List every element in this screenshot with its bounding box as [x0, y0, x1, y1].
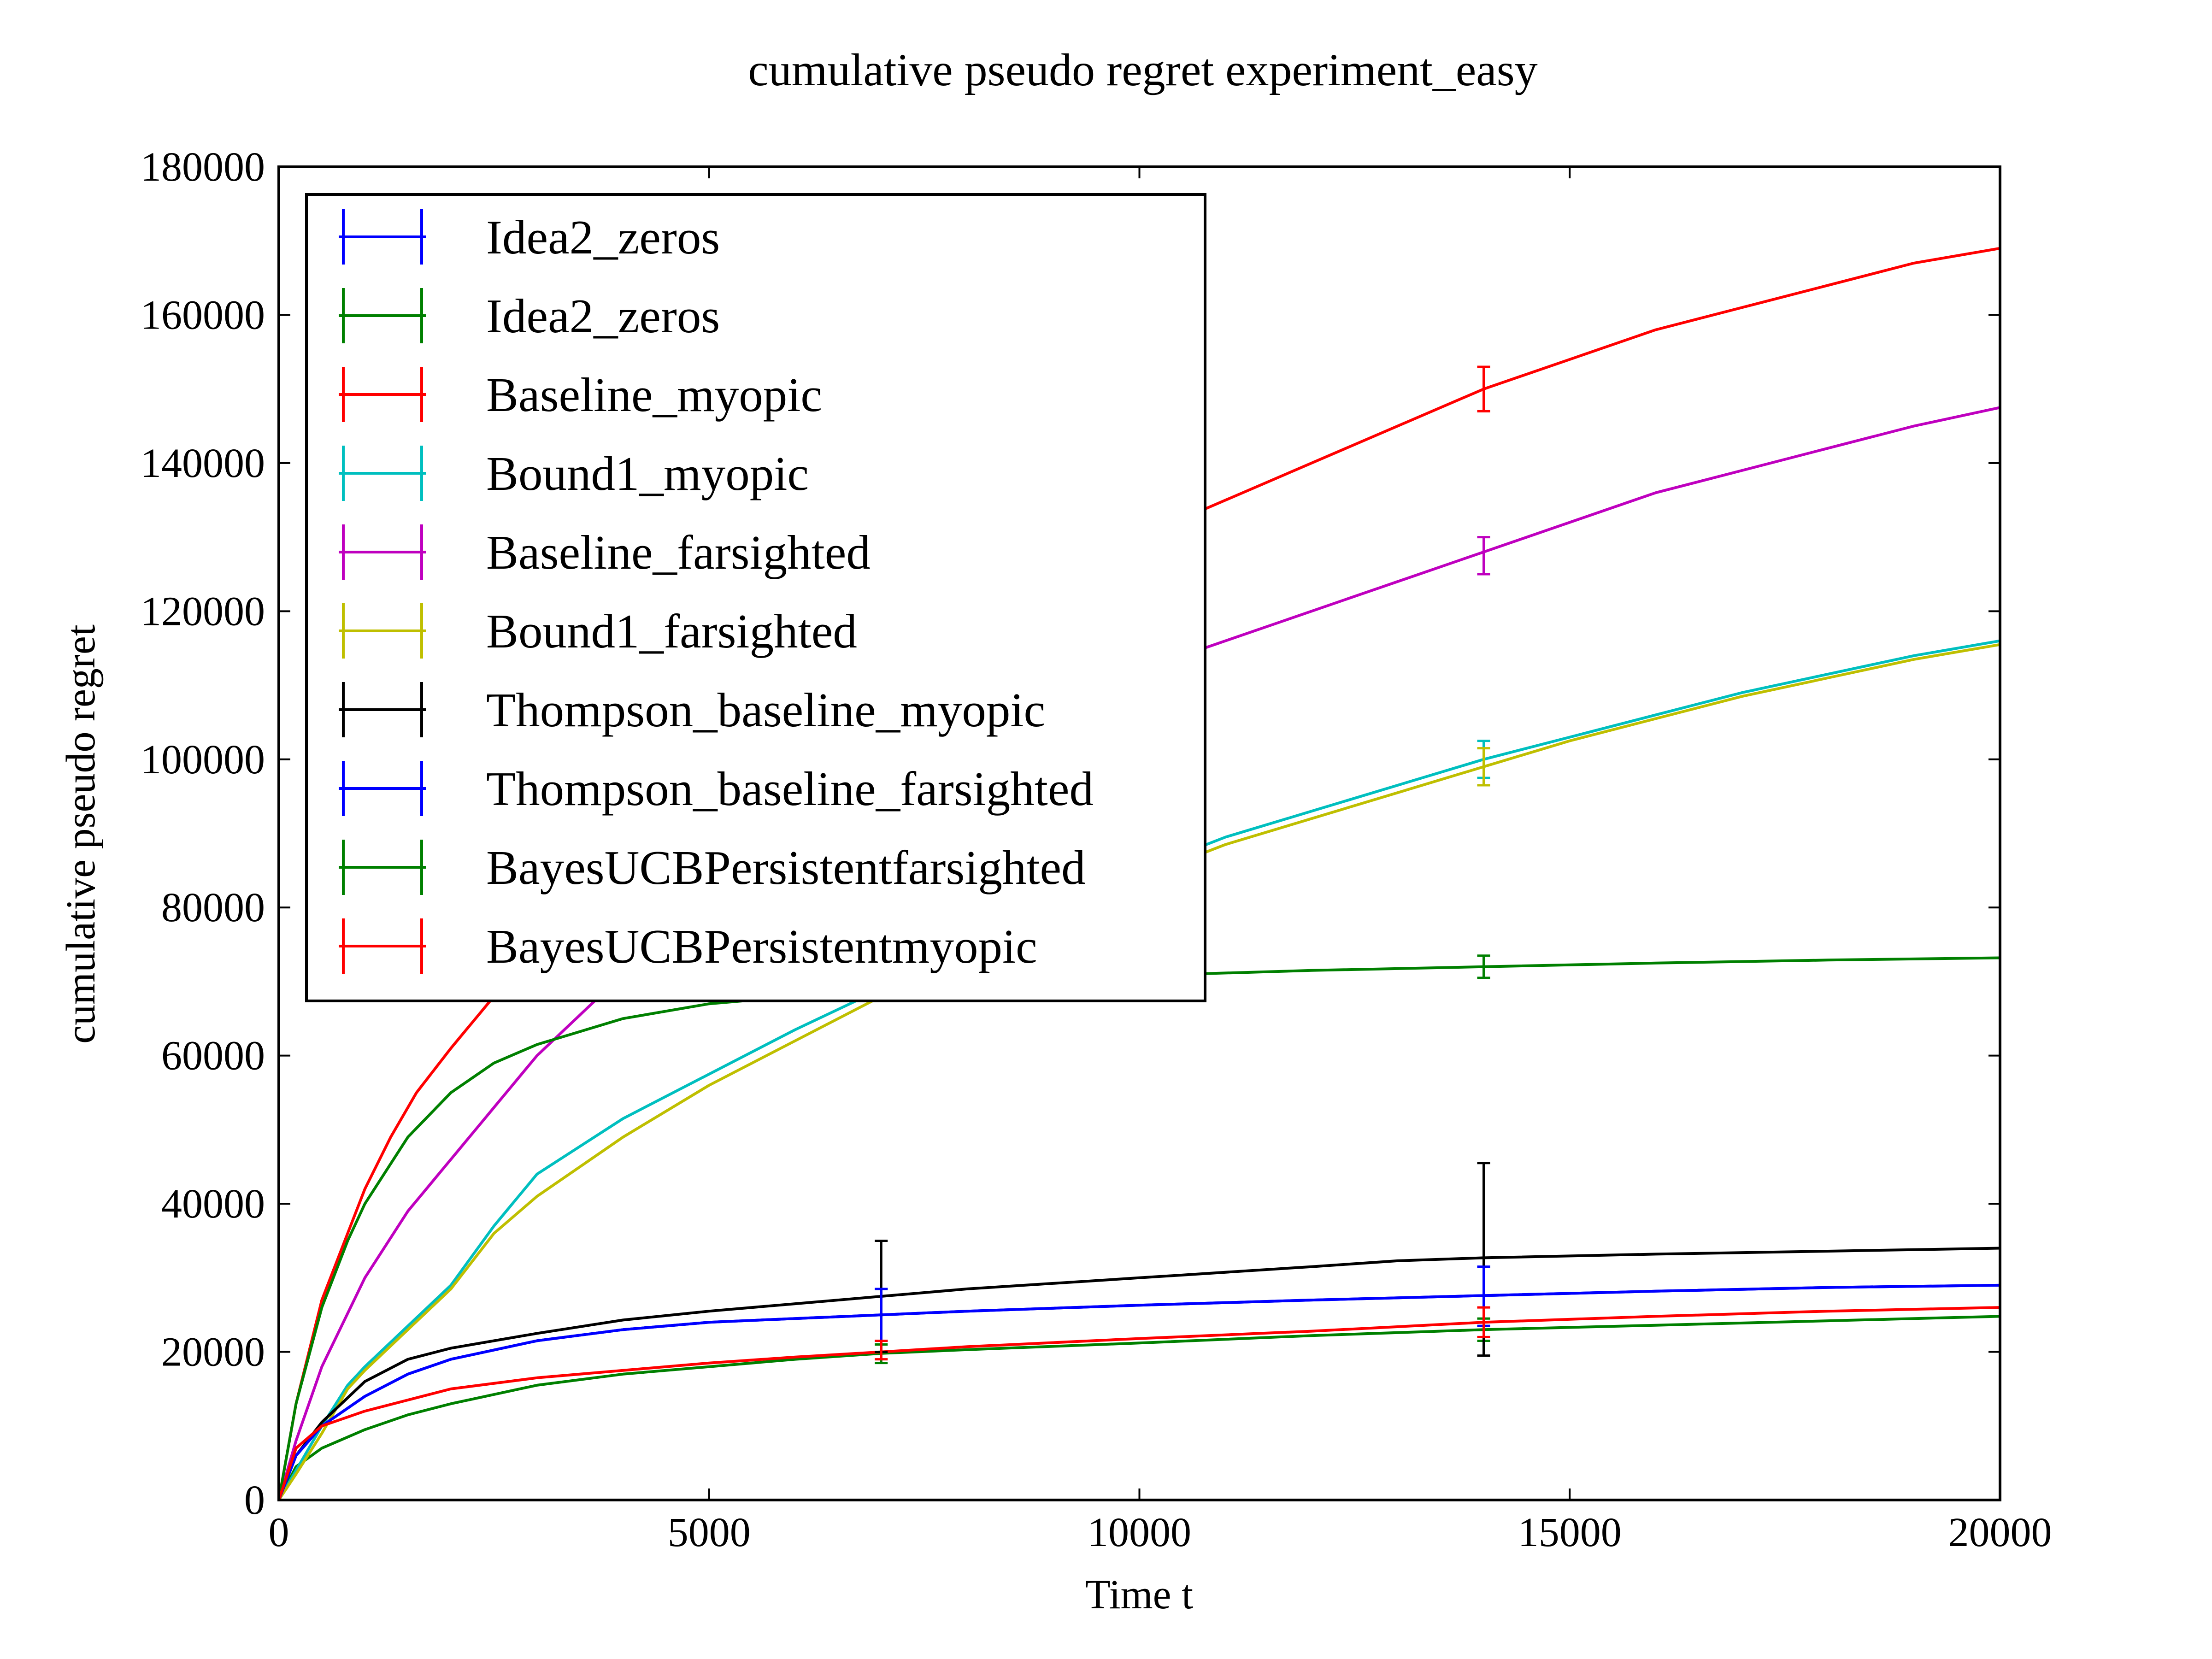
errorbar-2-0 [1477, 365, 1490, 412]
errorbar-9-0 [875, 1339, 888, 1361]
y-tick-label: 100000 [141, 737, 265, 782]
errorbar-8-1 [1477, 954, 1490, 979]
y-tick-label: 20000 [161, 1330, 265, 1375]
y-tick-label: 40000 [161, 1181, 265, 1227]
legend-swatch [339, 682, 426, 737]
y-tick-label: 60000 [161, 1033, 265, 1079]
legend-swatch [339, 761, 426, 816]
x-tick-label: 10000 [1088, 1510, 1191, 1555]
errorbar-layer [875, 365, 1490, 1365]
legend-box [305, 193, 1206, 1002]
chart-title: cumulative pseudo regret experiment_easy [748, 44, 1537, 95]
legend-swatch [339, 840, 426, 895]
series-line-8 [277, 956, 2000, 1500]
legend-swatch [339, 288, 426, 343]
legend-label: Bound1_myopic [486, 447, 809, 500]
tick-layer: 0 5000 10000 15000 20000 0 20000 40000 60000 8000… [141, 144, 2052, 1555]
legend-swatch [339, 918, 426, 974]
errorbar-9-1 [1477, 1306, 1490, 1338]
legend-label: Idea2_zeros [486, 289, 720, 343]
legend-label: Baseline_farsighted [486, 525, 871, 579]
series-line-1 [277, 1315, 2000, 1501]
y-tick-label: 180000 [141, 144, 265, 190]
legend-swatch [339, 603, 426, 659]
legend-entry-3: Bound1_myopic [339, 446, 809, 501]
legend-entry-1: Idea2_zeros [339, 288, 720, 343]
errorbar-5-0 [1477, 747, 1490, 787]
legend-entry-5: Bound1_farsighted [339, 603, 857, 659]
legend-label: Thompson_baseline_myopic [486, 683, 1045, 737]
x-tick-label: 20000 [1948, 1510, 2052, 1555]
errorbar-4-0 [1477, 536, 1490, 576]
legend-swatch [339, 367, 426, 422]
x-tick-label: 15000 [1518, 1510, 1622, 1555]
legend-swatch [339, 524, 426, 580]
legend-entry-8: BayesUCBPersistentfarsighted [339, 840, 1086, 895]
series-line-7 [277, 1283, 2000, 1501]
y-tick-label: 80000 [161, 885, 265, 930]
legend-swatch [339, 209, 426, 265]
y-tick-label: 120000 [141, 588, 265, 634]
y-tick-label: 160000 [141, 292, 265, 338]
legend-entry-4: Baseline_farsighted [339, 524, 871, 580]
legend-entry-6: Thompson_baseline_myopic [339, 682, 1045, 737]
x-tick-label: 5000 [668, 1510, 751, 1555]
legend-label: Baseline_myopic [486, 368, 822, 422]
y-tick-label: 140000 [141, 441, 265, 486]
y-axis-label: cumulative pseudo regret [58, 624, 104, 1044]
legend-label: BayesUCBPersistentmyopic [486, 919, 1037, 973]
legend-entry-9: BayesUCBPersistentmyopic [339, 918, 1037, 974]
legend-swatch [339, 446, 426, 501]
x-tick-label: 0 [269, 1510, 289, 1555]
legend-label: Thompson_baseline_farsighted [486, 762, 1094, 816]
legend-label: Idea2_zeros [486, 210, 720, 264]
series-line-9 [277, 1306, 2000, 1500]
legend-entry-7: Thompson_baseline_farsighted [339, 761, 1094, 816]
x-axis-label: Time t [1085, 1572, 1193, 1618]
legend-entry-2: Baseline_myopic [339, 367, 822, 422]
legend-label: BayesUCBPersistentfarsighted [486, 841, 1086, 894]
legend-label: Bound1_farsighted [486, 604, 857, 658]
y-tick-label: 0 [244, 1477, 265, 1523]
legend: Idea2_zeros Idea2_zeros Baseline_myopic Bou… [305, 193, 1206, 1002]
legend-entry-0: Idea2_zeros [339, 209, 720, 265]
